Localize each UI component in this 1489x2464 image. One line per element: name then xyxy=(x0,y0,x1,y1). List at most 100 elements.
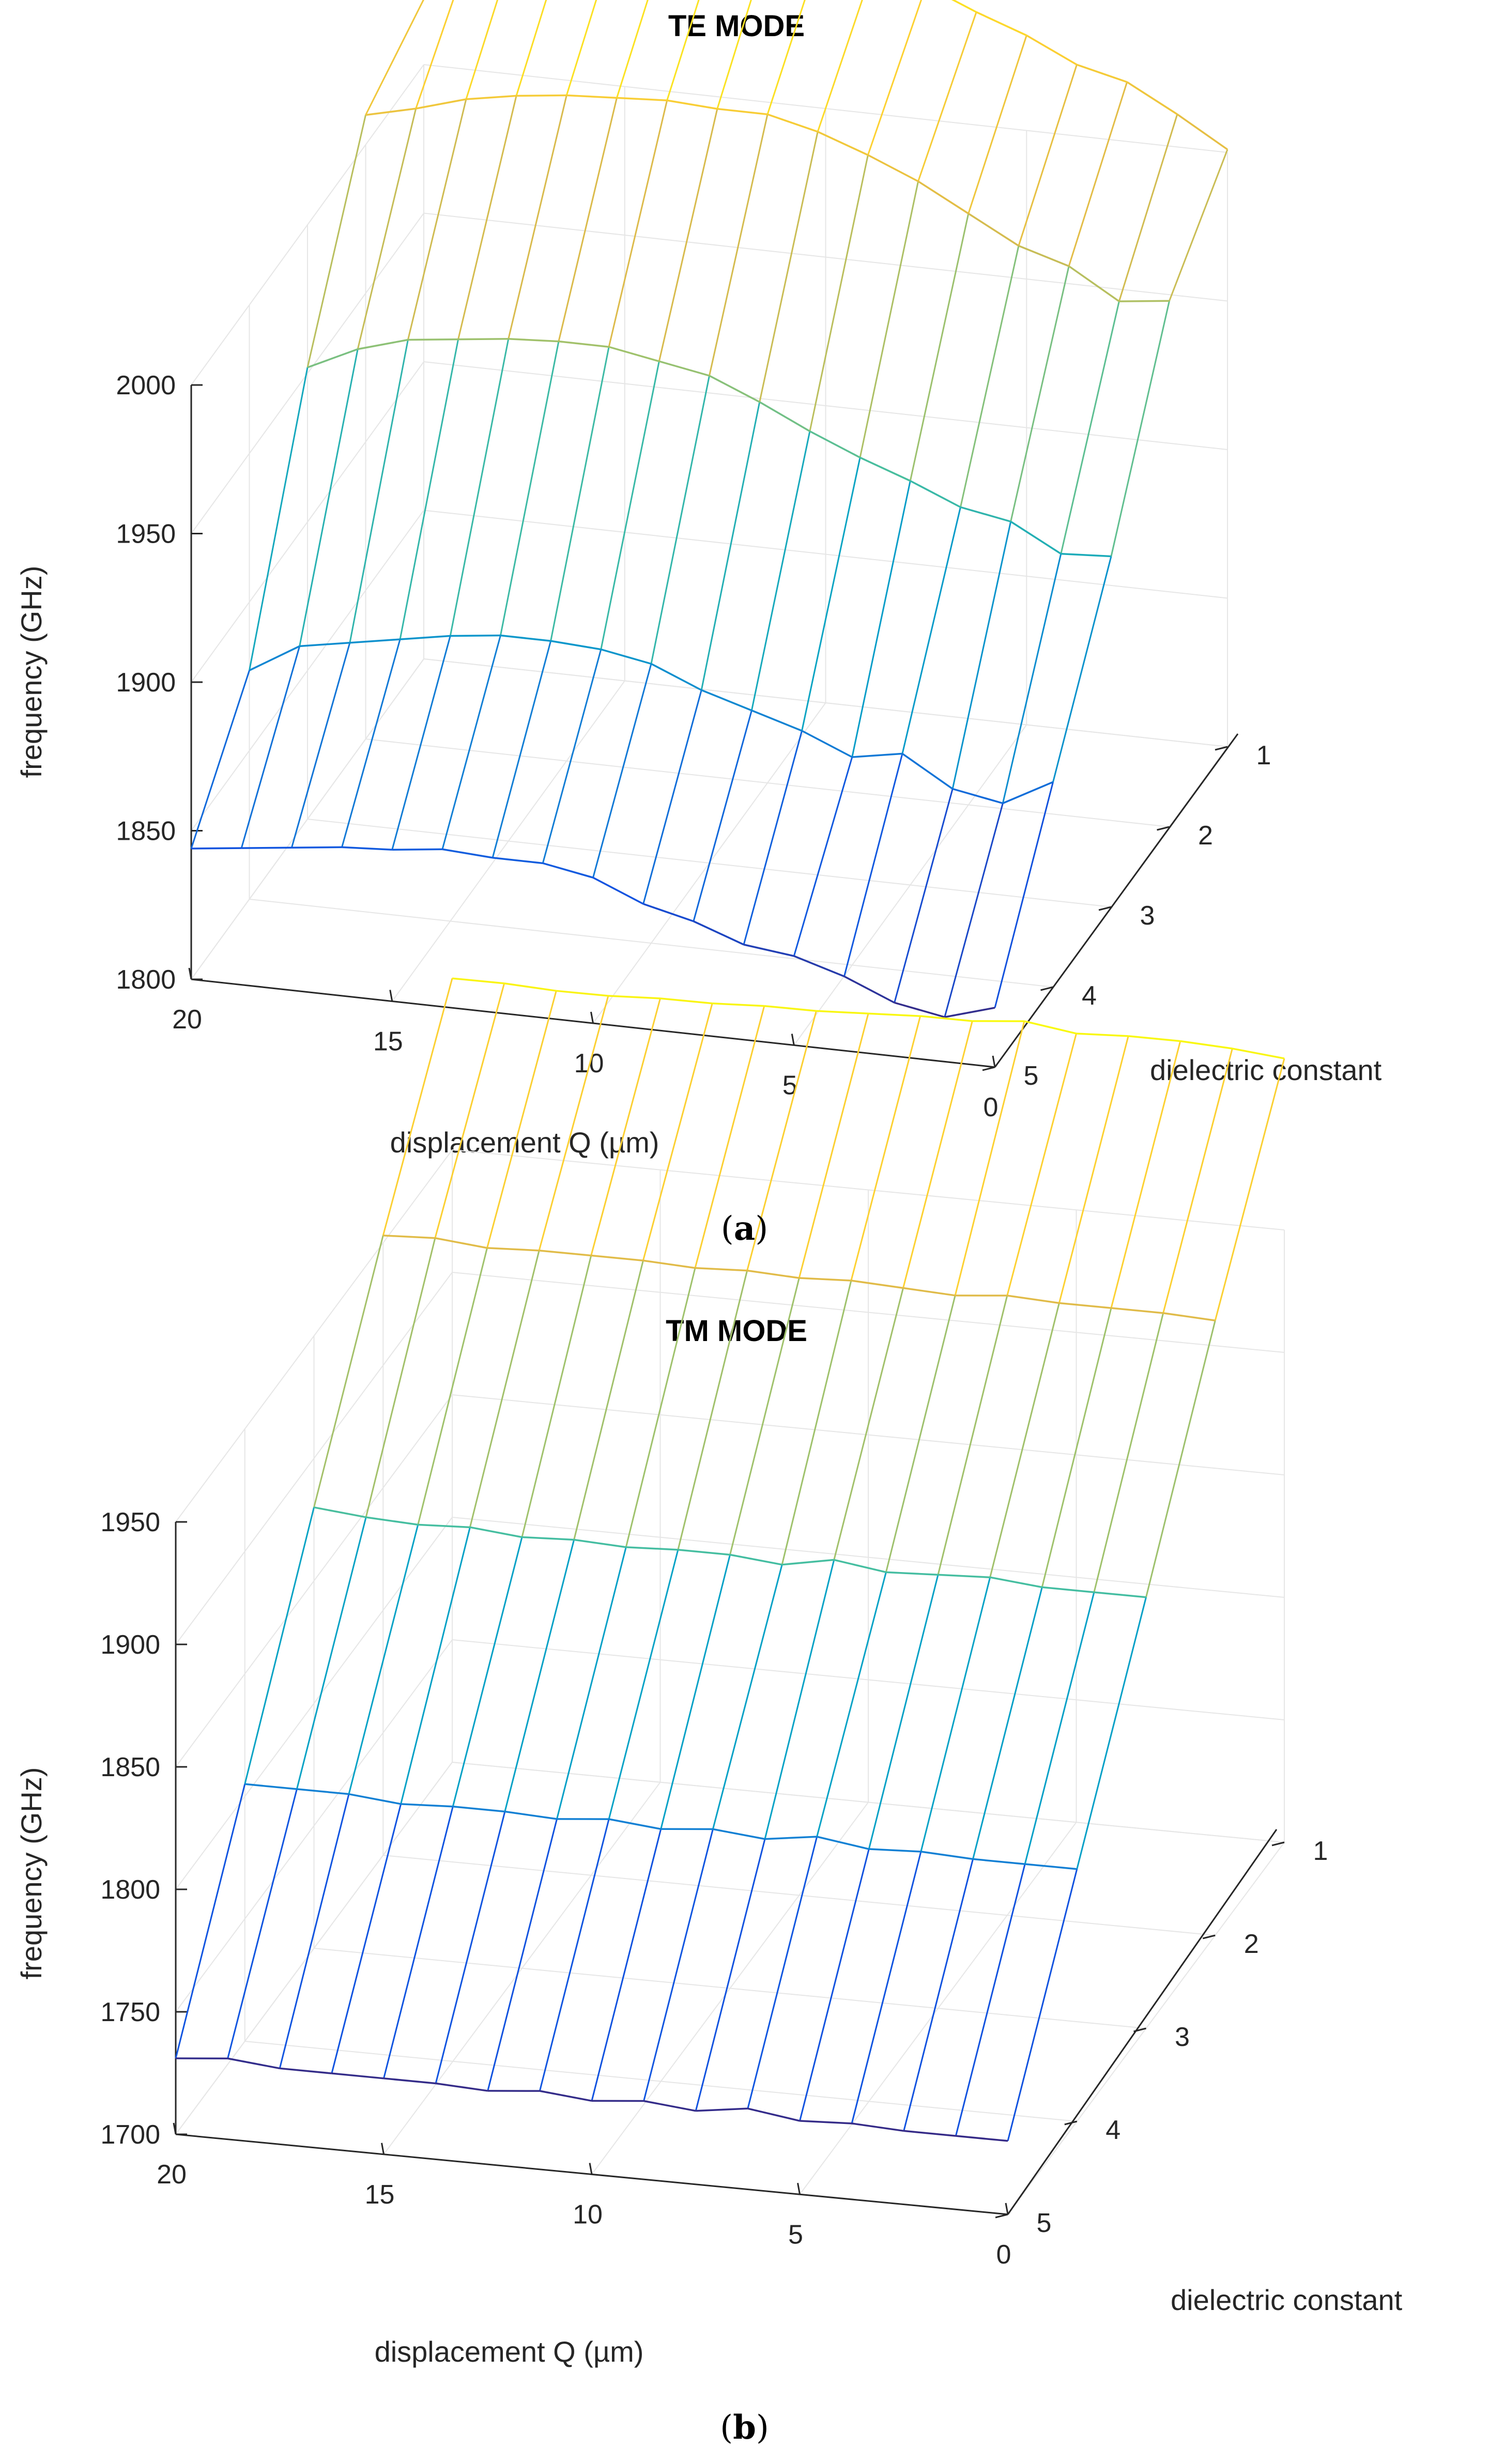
surface-series-line xyxy=(1024,1863,1077,1870)
x-tick-label: 10 xyxy=(573,2200,603,2230)
surface-series-line xyxy=(400,635,451,640)
surface-series-line xyxy=(1232,1048,1285,1059)
surface-series-line xyxy=(817,1836,869,1850)
surface-series-line xyxy=(608,346,659,362)
y-tick xyxy=(1133,2027,1146,2032)
surface-series-line xyxy=(973,1858,1025,1865)
surface-mesh-line xyxy=(600,361,660,650)
surface-mesh-line xyxy=(817,0,863,132)
surface-series-line xyxy=(1126,81,1178,115)
surface-series-line xyxy=(990,1576,1042,1589)
surface-mesh-line xyxy=(341,639,401,848)
surface-mesh-line xyxy=(658,109,718,362)
surface-mesh-line xyxy=(1110,300,1170,557)
grid-line-left-z xyxy=(191,64,424,386)
surface-series-line xyxy=(521,1536,574,1541)
x-tick-label: 15 xyxy=(365,2180,395,2210)
surface-series-line xyxy=(508,338,559,343)
surface-series-line xyxy=(693,920,744,946)
y-tick-label: 4 xyxy=(1106,2115,1120,2145)
surface-series-line xyxy=(1111,1307,1163,1314)
surface-mesh-line xyxy=(642,1003,713,1261)
x-tick xyxy=(381,2143,385,2155)
surface-mesh-line xyxy=(590,998,661,1256)
surface-mesh-line xyxy=(766,0,806,115)
grid-line-floor-y xyxy=(314,1948,1146,2029)
x-tick xyxy=(797,2182,801,2195)
surface-series-line xyxy=(801,730,853,758)
surface-mesh-line xyxy=(573,1260,644,1540)
z-tick-label: 1700 xyxy=(100,2120,160,2150)
y-tick-label: 5 xyxy=(1037,2208,1052,2238)
surface-mesh-line xyxy=(902,1021,973,1288)
surface-mesh-line xyxy=(608,1549,679,1820)
surface-series-line xyxy=(1094,1591,1146,1598)
surface-series-line xyxy=(500,634,551,642)
surface-series-line xyxy=(452,977,504,984)
surface-mesh-line xyxy=(700,402,761,690)
surface-mesh-line xyxy=(868,1574,939,1850)
y-tick xyxy=(1098,906,1112,911)
surface-mesh-line xyxy=(290,642,351,848)
grid-line-back-z xyxy=(452,1639,1285,1720)
surface-mesh-line xyxy=(365,0,424,116)
surface-series-line xyxy=(291,846,342,849)
surface-mesh-line xyxy=(538,995,609,1251)
z-tick-label: 1900 xyxy=(100,1630,160,1660)
surface-series-line xyxy=(466,95,517,100)
surface-mesh-line xyxy=(306,115,366,368)
surface-mesh-line xyxy=(625,1268,696,1548)
surface-mesh-line xyxy=(190,670,250,849)
surface-mesh-line xyxy=(729,1277,800,1555)
x-tick-label: 15 xyxy=(373,1027,403,1057)
surface-mesh-line xyxy=(382,978,453,1236)
surface-series-line xyxy=(709,375,760,403)
surface-mesh-line xyxy=(539,1819,610,2091)
surface-mesh-line xyxy=(643,1829,714,2101)
surface-mesh-line xyxy=(449,338,510,636)
z-tick-label: 2000 xyxy=(116,371,176,401)
surface-series-line xyxy=(643,2100,696,2112)
surface-mesh-line xyxy=(244,1507,315,1784)
surface-mesh-line xyxy=(457,96,517,340)
surface-mesh-line xyxy=(937,1295,1008,1575)
surface-mesh-line xyxy=(1162,1048,1233,1314)
surface-mesh-line xyxy=(415,0,454,109)
surface-mesh-line xyxy=(417,1248,488,1525)
y-tick-label: 3 xyxy=(1175,2022,1190,2052)
surface-series-line xyxy=(678,1549,730,1556)
surface-mesh-line xyxy=(1024,1592,1095,1865)
surface-series-line xyxy=(401,1803,453,1808)
y-tick xyxy=(1215,746,1228,751)
surface-mesh-line xyxy=(851,481,911,758)
surface-mesh-line xyxy=(175,1783,246,2059)
grid-line-back-z xyxy=(423,361,1228,450)
surface-series-line xyxy=(938,1574,990,1578)
surface-series-line xyxy=(608,1818,662,1830)
surface-mesh-line xyxy=(249,367,309,671)
surface-series-line xyxy=(357,338,408,350)
surface-mesh-line xyxy=(357,108,417,349)
panel-label-b: (b) xyxy=(720,2408,769,2447)
surface-mesh-line xyxy=(399,339,459,640)
surface-mesh-line xyxy=(885,1295,956,1573)
surface-series-line xyxy=(299,642,350,648)
surface-mesh-line xyxy=(743,730,803,945)
surface-mesh-line xyxy=(407,99,467,340)
surface-mesh-line xyxy=(365,1238,436,1518)
surface-mesh-line xyxy=(591,1828,662,2101)
surface-mesh-line xyxy=(1058,1036,1129,1303)
surface-mesh-line xyxy=(851,1851,922,2124)
surface-series-line xyxy=(540,2090,592,2102)
surface-mesh-line xyxy=(434,983,505,1239)
surface-mesh-line xyxy=(660,1554,731,1829)
x-tick xyxy=(389,990,393,1002)
surface-series-line xyxy=(764,1005,817,1012)
surface-mesh-line xyxy=(894,789,954,1003)
surface-series-line xyxy=(556,990,609,997)
surface-mesh-line xyxy=(833,1288,904,1560)
surface-series-line xyxy=(1163,1312,1216,1321)
surface-series-line xyxy=(852,752,903,758)
surface-mesh-line xyxy=(592,664,652,878)
